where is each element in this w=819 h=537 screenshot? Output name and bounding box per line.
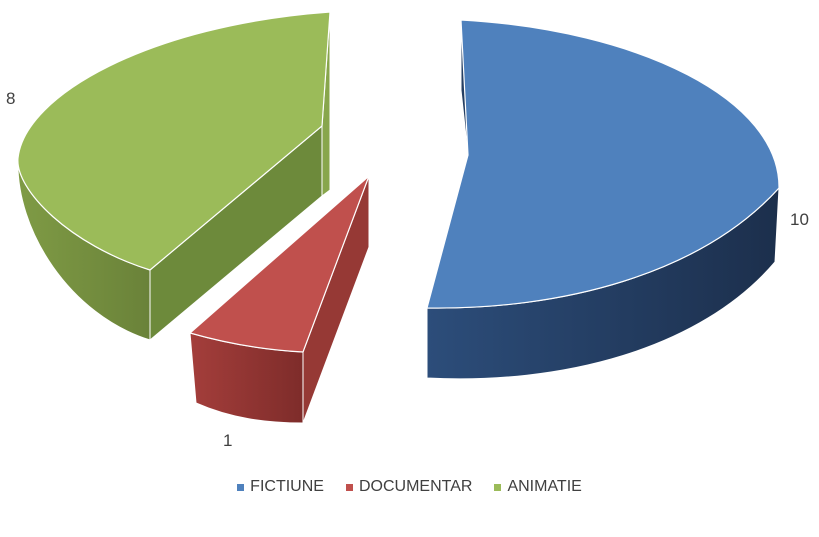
data-label-fictiune: 10 bbox=[790, 210, 809, 229]
legend-swatch-documentar bbox=[345, 483, 353, 491]
legend-label-fictiune: FICTIUNE bbox=[250, 478, 324, 495]
legend-item-animatie: ANIMATIE bbox=[494, 478, 582, 496]
legend-swatch-animatie bbox=[494, 483, 502, 491]
legend-label-animatie: ANIMATIE bbox=[507, 478, 582, 495]
slice-documentar-top bbox=[188, 175, 370, 353]
legend-swatch-fictiune bbox=[237, 483, 245, 491]
slice-animatie bbox=[17, 11, 331, 342]
slice-fictiune-top bbox=[426, 19, 780, 309]
slice-animatie-top bbox=[17, 11, 331, 271]
legend-item-documentar: DOCUMENTAR bbox=[345, 478, 473, 496]
slice-fictiune bbox=[426, 19, 780, 380]
data-label-documentar: 1 bbox=[223, 431, 232, 450]
data-label-animatie: 8 bbox=[6, 89, 15, 108]
legend: FICTIUNE DOCUMENTAR ANIMATIE bbox=[0, 478, 819, 496]
legend-item-fictiune: FICTIUNE bbox=[237, 478, 324, 496]
slice-documentar bbox=[188, 175, 370, 424]
legend-label-documentar: DOCUMENTAR bbox=[358, 478, 473, 495]
